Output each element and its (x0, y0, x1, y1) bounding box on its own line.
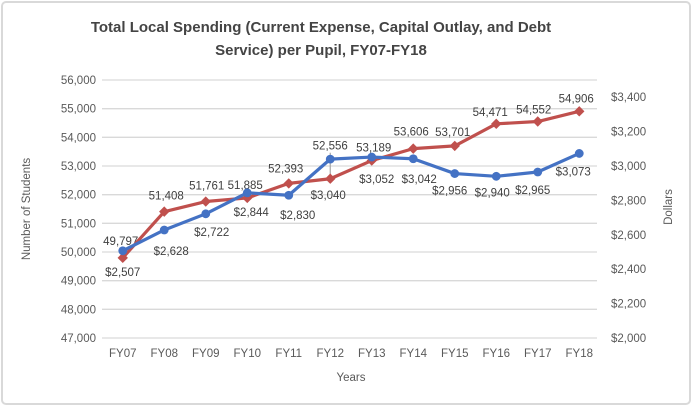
x-axis-tick-label: FY17 (524, 348, 552, 360)
left-axis-tick-label: 51,000 (61, 218, 96, 230)
x-axis-tick-label: FY07 (109, 348, 137, 360)
circle-marker (450, 169, 460, 178)
circle-marker (491, 171, 501, 181)
dollars-data-label: $3,052 (359, 174, 394, 186)
students-data-label: 53,606 (394, 127, 429, 139)
x-axis-tick-label: FY09 (192, 348, 220, 360)
x-axis-title: Years (337, 372, 366, 384)
dollars-data-label: $3,042 (402, 174, 437, 186)
right-axis-tick-label: $3,000 (611, 161, 646, 173)
diamond-marker (283, 178, 294, 189)
students-data-label: 49,797 (103, 236, 138, 248)
left-axis-tick-label: 50,000 (61, 247, 96, 259)
right-axis-tick-label: $2,400 (611, 264, 646, 276)
x-axis-tick-label: FY10 (234, 348, 262, 360)
left-axis-tick-label: 48,000 (61, 304, 96, 316)
diamond-marker (532, 116, 543, 127)
students-data-label: 54,471 (473, 107, 508, 119)
dollars-data-label: $2,956 (432, 186, 467, 198)
x-axis-tick-label: FY12 (317, 348, 345, 360)
students-series-line (121, 109, 581, 260)
dollars-data-label: $2,844 (234, 207, 270, 219)
x-axis-tick-label: FY08 (151, 348, 179, 360)
left-axis-tick-label: 55,000 (61, 104, 96, 116)
x-axis-tick-label: FY18 (566, 348, 594, 360)
right-axis-tick-label: $2,200 (611, 299, 646, 311)
dollars-data-label: $2,628 (154, 246, 189, 258)
x-axis-tick-label: FY15 (441, 348, 469, 360)
circle-marker (325, 154, 335, 164)
left-axis-tick-label: 56,000 (61, 75, 96, 87)
left-axis-tick-label: 53,000 (61, 161, 96, 173)
dollars-data-label: $2,722 (194, 227, 229, 239)
left-axis-tick-label: 54,000 (61, 132, 96, 144)
circle-marker (408, 154, 418, 164)
circle-marker (159, 225, 169, 235)
x-axis-tick-label: FY16 (483, 348, 511, 360)
students-data-label: 52,393 (268, 163, 303, 175)
right-axis-title: Dollars (663, 189, 675, 225)
circle-marker (574, 149, 584, 158)
right-axis-tick-label: $3,400 (611, 92, 646, 104)
diamond-marker (159, 206, 170, 217)
dollars-data-label: $2,507 (105, 267, 140, 279)
circle-marker (367, 152, 377, 162)
students-data-label: 54,906 (559, 93, 594, 105)
dollars-data-label: $3,040 (311, 190, 346, 202)
x-axis-tick-label: FY13 (358, 348, 386, 360)
dollars-data-label: $2,830 (280, 210, 315, 222)
diamond-marker (449, 140, 460, 152)
right-axis-tick-label: $2,600 (611, 230, 646, 242)
chart-title: Total Local Spending (Current Expense, C… (90, 19, 552, 59)
diamond-marker (325, 173, 336, 184)
x-axis-tick-label: FY14 (400, 348, 428, 360)
left-axis-title: Number of Students (21, 158, 33, 261)
circle-marker (201, 209, 211, 219)
diamond-marker (408, 143, 419, 154)
right-axis-tick-label: $2,800 (611, 195, 646, 207)
students-data-label: 51,761 (189, 181, 224, 193)
dollars-data-label: $2,940 (475, 187, 510, 199)
x-axis-tick-label: FY11 (275, 348, 302, 360)
right-axis-tick-label: $2,000 (611, 333, 646, 345)
dollars-data-label: $3,073 (556, 166, 591, 178)
students-data-label: 53,701 (435, 127, 470, 139)
students-data-label: 53,189 (356, 143, 391, 155)
students-data-label: 51,408 (149, 191, 184, 203)
circle-marker (284, 190, 294, 200)
circle-marker (242, 188, 252, 198)
left-axis-tick-label: 47,000 (61, 333, 96, 345)
circle-marker (118, 246, 128, 256)
dollars-data-label: $2,965 (515, 185, 550, 197)
diamond-marker (117, 252, 128, 264)
circle-marker (533, 167, 543, 177)
students-data-label: 54,552 (516, 105, 551, 117)
dollars-series-line (121, 151, 581, 253)
right-axis-tick-label: $3,200 (611, 127, 646, 139)
diamond-marker (574, 106, 585, 117)
diamond-marker (200, 196, 211, 207)
left-axis-tick-label: 49,000 (61, 276, 96, 288)
diamond-marker (491, 118, 502, 130)
students-data-label: 51,885 (228, 180, 263, 192)
left-axis-tick-label: 52,000 (61, 190, 96, 202)
students-data-label: 52,556 (313, 141, 348, 153)
